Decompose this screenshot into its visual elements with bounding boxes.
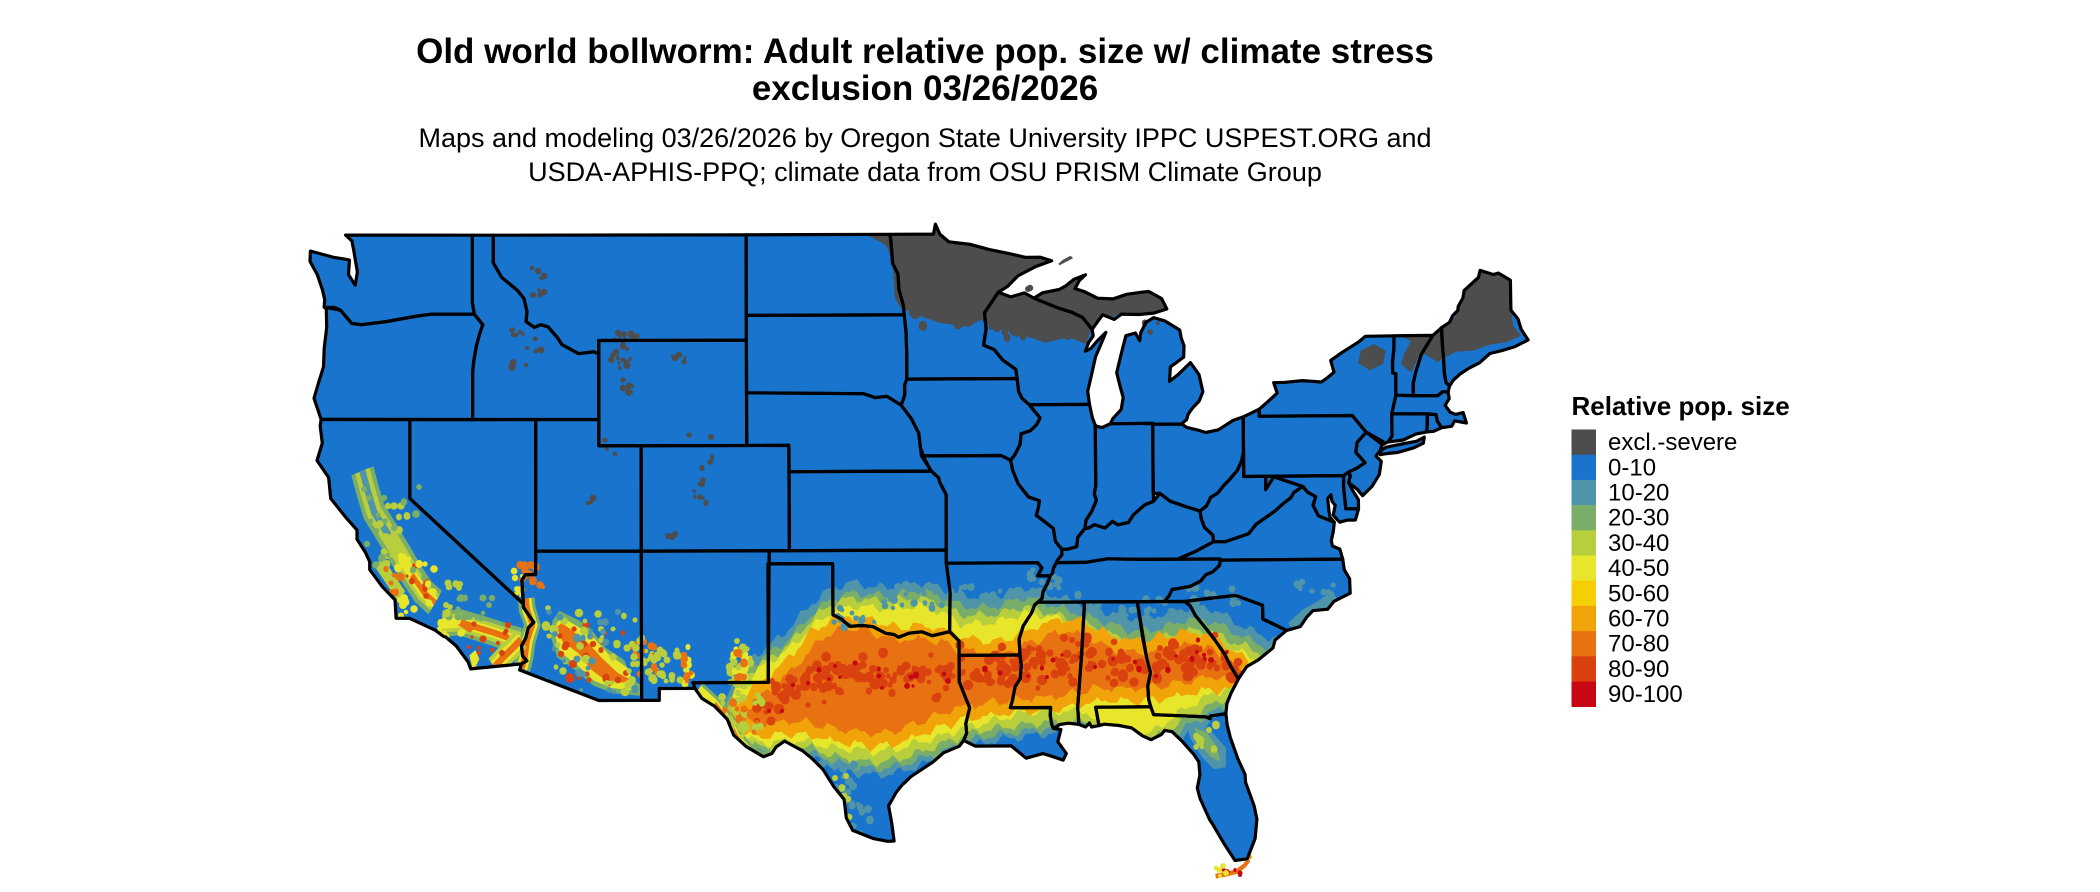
svg-text:40-50: 40-50 — [1608, 555, 1669, 582]
svg-text:50-60: 50-60 — [1608, 580, 1669, 607]
svg-text:Relative pop. size: Relative pop. size — [1572, 391, 1790, 421]
svg-text:80-90: 80-90 — [1608, 656, 1669, 683]
svg-text:10-20: 10-20 — [1608, 480, 1669, 507]
svg-text:60-70: 60-70 — [1608, 606, 1669, 633]
svg-text:Maps and modeling 03/26/2026 b: Maps and modeling 03/26/2026 by Oregon S… — [418, 123, 1431, 153]
svg-text:0-10: 0-10 — [1608, 454, 1656, 481]
svg-text:excl.-severe: excl.-severe — [1608, 429, 1737, 456]
svg-text:USDA-APHIS-PPQ; climate data f: USDA-APHIS-PPQ; climate data from OSU PR… — [528, 157, 1322, 187]
svg-text:90-100: 90-100 — [1608, 681, 1683, 708]
svg-text:20-30: 20-30 — [1608, 505, 1669, 532]
svg-text:exclusion 03/26/2026: exclusion 03/26/2026 — [752, 69, 1098, 108]
svg-text:30-40: 30-40 — [1608, 530, 1669, 557]
svg-text:Old world bollworm: Adult rela: Old world bollworm: Adult relative pop. … — [416, 32, 1434, 71]
svg-text:70-80: 70-80 — [1608, 631, 1669, 658]
